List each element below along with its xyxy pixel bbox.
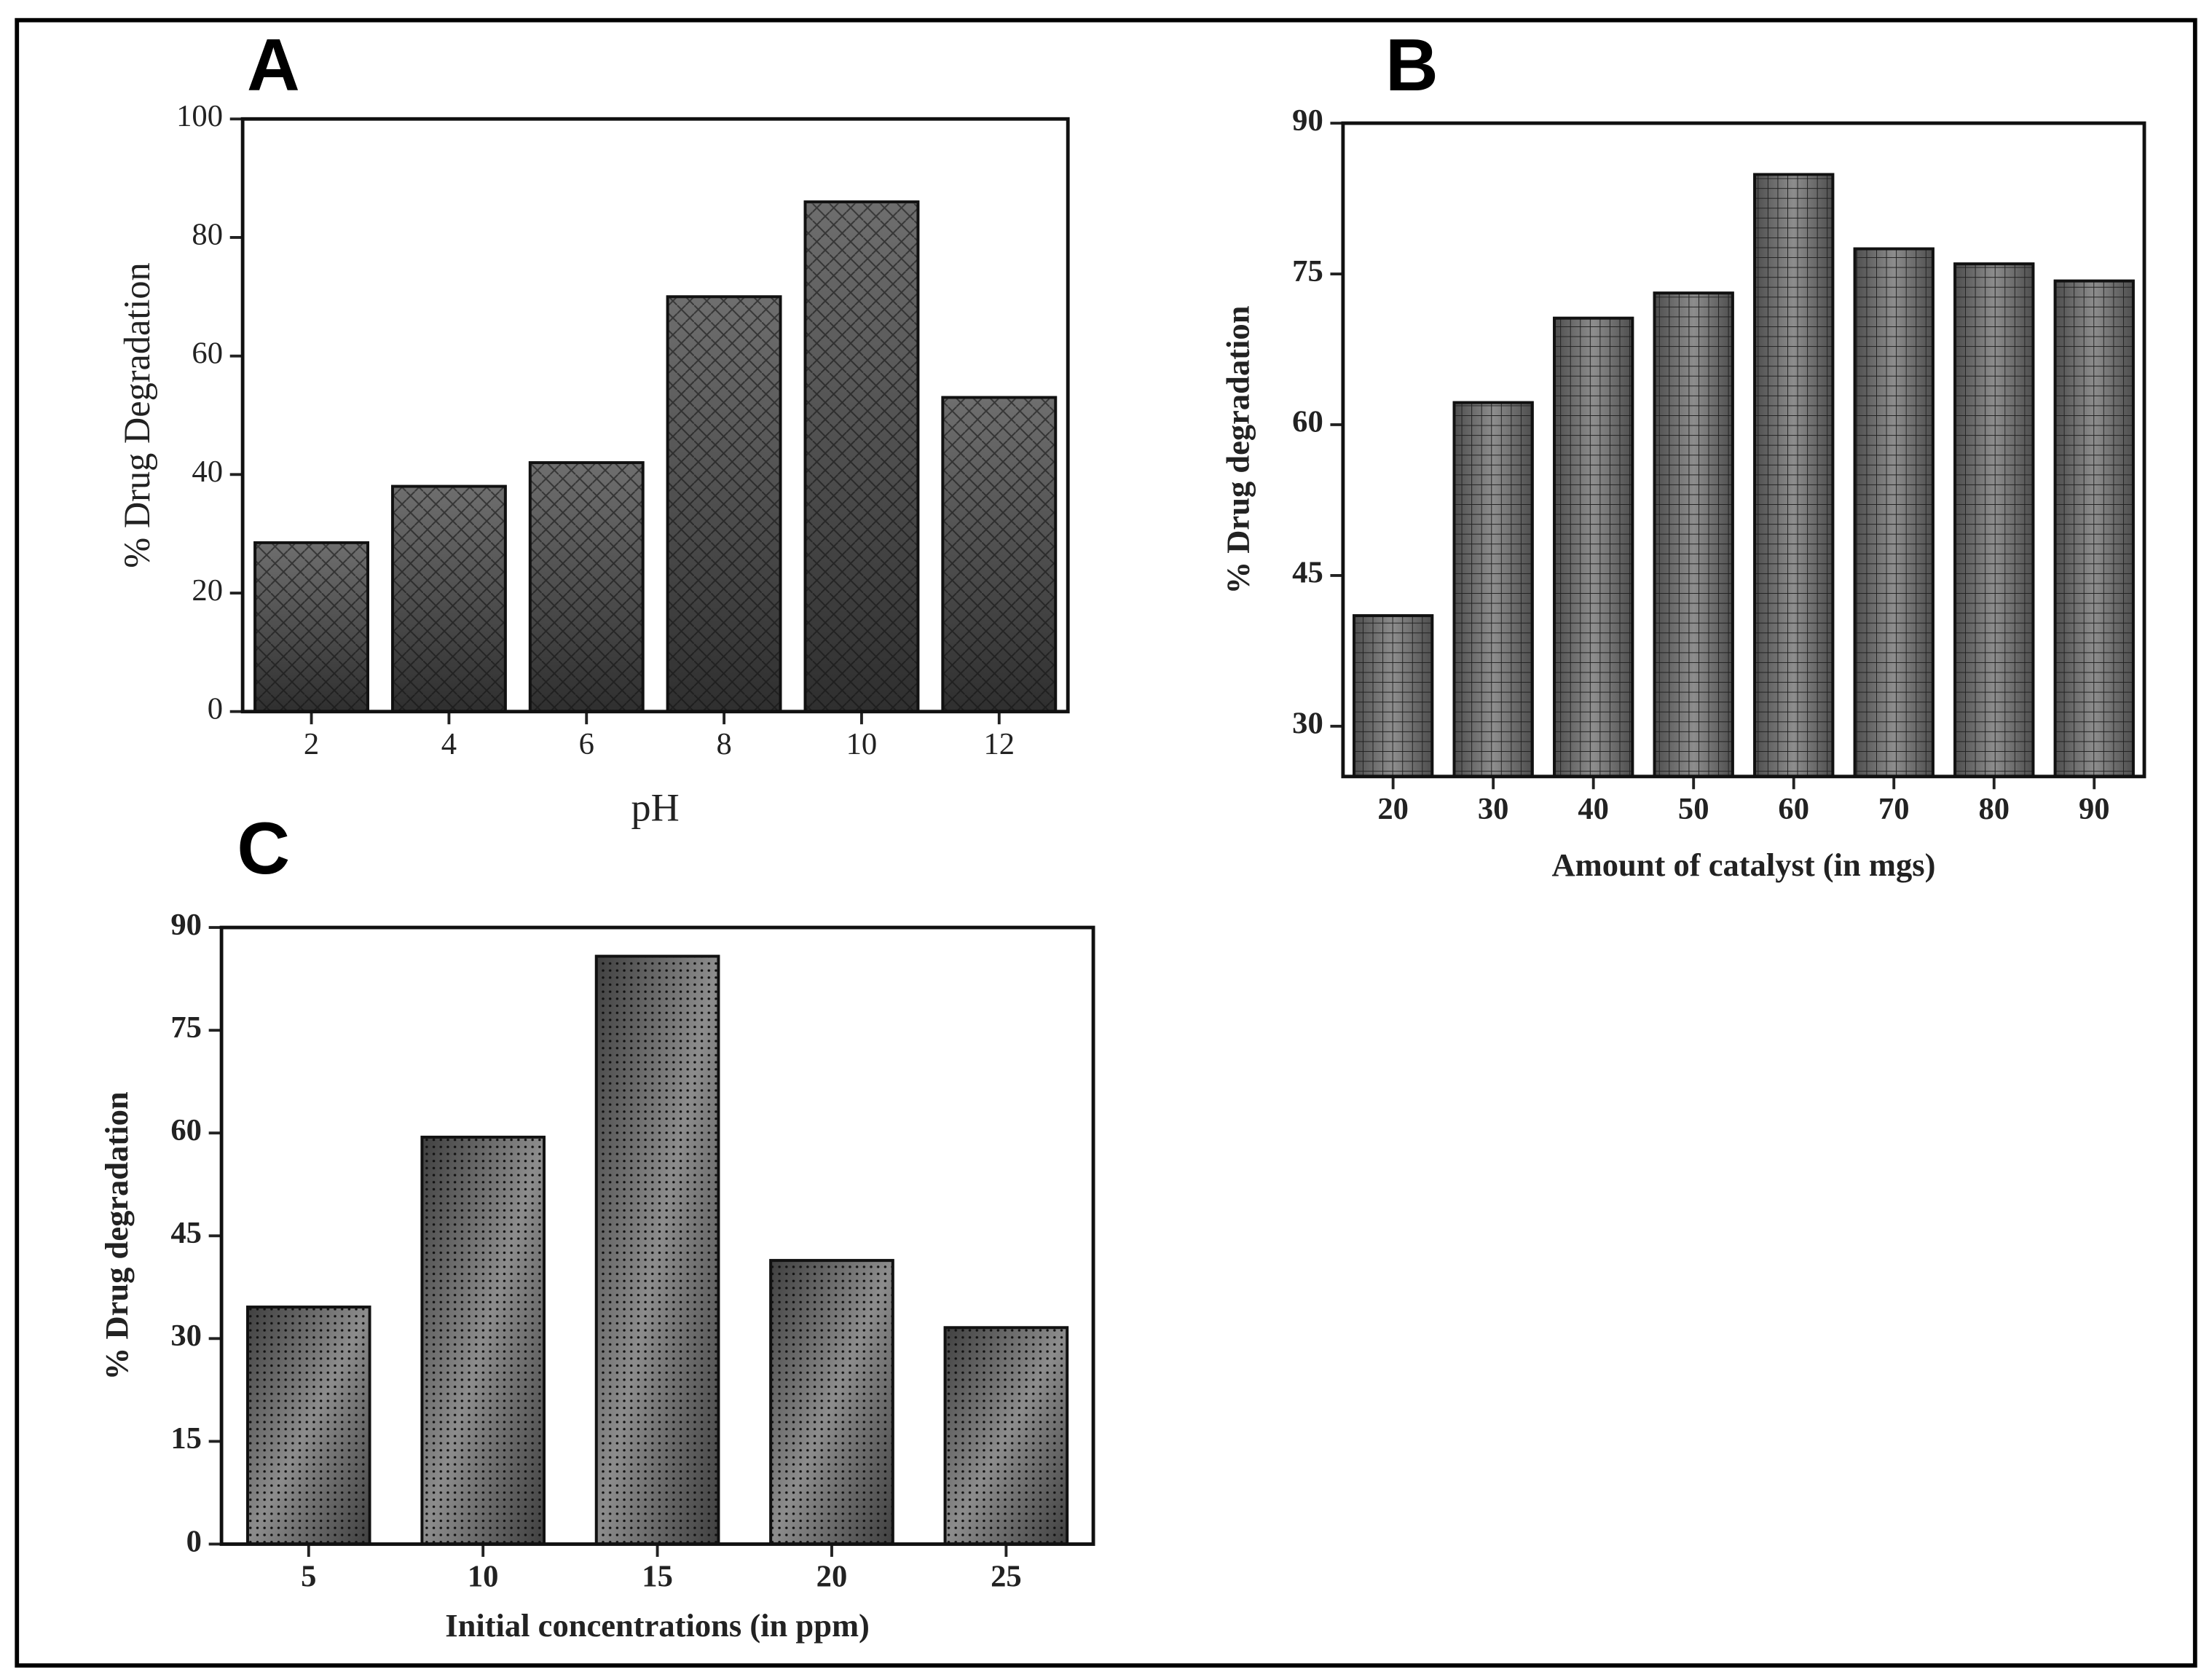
y-tick-label: 60 — [1292, 405, 1323, 439]
x-tick-label: 15 — [642, 1560, 673, 1594]
y-axis-label: % Drug degradation — [98, 1091, 135, 1380]
chart-panel: B 30 45 60 75 90 20 30 40 50 60 70 80 90 Amount of cat… — [1220, 25, 2146, 883]
bar-texture — [803, 200, 920, 713]
y-tick-label: 20 — [192, 573, 223, 608]
bar-texture — [1452, 401, 1534, 778]
chart-panel: C 0 15 30 45 60 75 90 5 10 15 20 25 Initial concentra… — [98, 808, 1095, 1644]
x-tick-label: 70 — [1878, 792, 1910, 826]
y-axis-label: % Drug degradation — [1220, 305, 1256, 594]
y-tick-label: 30 — [170, 1319, 202, 1353]
panel-label: C — [237, 808, 290, 890]
plot-frame — [219, 925, 1095, 1546]
bar-texture — [246, 1306, 371, 1546]
bar-texture — [1553, 316, 1634, 778]
x-axis-label: pH — [631, 786, 680, 830]
y-tick-label: 0 — [186, 1524, 202, 1558]
bar-texture — [666, 295, 782, 713]
y-axis-label: % Drug Degradation — [117, 262, 157, 568]
chart-panel: A 0 20 40 60 80 100 2 4 6 8 10 12 pH % Drug Degradatio… — [117, 25, 1070, 830]
y-tick-label: 60 — [192, 336, 223, 370]
bar-texture — [1953, 262, 2035, 778]
y-tick-label: 30 — [1292, 707, 1323, 741]
x-tick-label: 2 — [304, 727, 319, 761]
x-axis-label: Amount of catalyst (in mgs) — [1552, 847, 1936, 883]
y-tick-label: 60 — [170, 1113, 202, 1147]
x-axis-label: Initial concentrations (in ppm) — [445, 1607, 870, 1644]
y-tick-label: 75 — [170, 1010, 202, 1045]
x-tick-label: 30 — [1478, 792, 1509, 826]
y-tick-label: 80 — [192, 218, 223, 252]
y-tick-label: 0 — [208, 692, 223, 726]
panel-label: B — [1385, 25, 1438, 106]
x-tick-label: 5 — [301, 1560, 316, 1594]
x-tick-label: 25 — [991, 1560, 1022, 1594]
x-tick-label: 80 — [1978, 792, 2010, 826]
bar-texture — [528, 461, 645, 713]
y-tick-label: 90 — [170, 908, 202, 942]
y-tick-label: 75 — [1292, 254, 1323, 288]
x-tick-label: 90 — [2079, 792, 2110, 826]
x-tick-label: 12 — [983, 727, 1015, 761]
x-tick-label: 20 — [1377, 792, 1409, 826]
bar-texture — [594, 954, 720, 1546]
x-tick-label: 40 — [1578, 792, 1609, 826]
y-tick-label: 90 — [1292, 103, 1323, 138]
bar-texture — [1353, 614, 1434, 778]
bar-texture — [1753, 173, 1835, 778]
x-tick-label: 60 — [1778, 792, 1809, 826]
y-tick-label: 40 — [192, 455, 223, 489]
bar-texture — [769, 1259, 894, 1546]
y-tick-label: 45 — [170, 1216, 202, 1250]
x-tick-label: 10 — [846, 727, 878, 761]
x-tick-label: 50 — [1678, 792, 1709, 826]
panel-label: A — [247, 25, 300, 106]
x-tick-label: 8 — [716, 727, 731, 761]
plot-frame — [1341, 121, 2146, 779]
y-tick-label: 15 — [170, 1421, 202, 1456]
bar-texture — [1653, 291, 1734, 778]
x-tick-label: 6 — [579, 727, 594, 761]
y-tick-label: 45 — [1292, 556, 1323, 590]
plot-frame — [240, 117, 1070, 714]
bar-texture — [941, 396, 1058, 713]
bar-texture — [943, 1326, 1069, 1546]
y-tick-label: 100 — [176, 99, 223, 133]
bar-texture — [2053, 279, 2135, 778]
x-tick-label: 10 — [468, 1560, 499, 1594]
figure-border — [15, 17, 2197, 1668]
bar-texture — [1853, 247, 1934, 778]
bar-texture — [253, 541, 369, 713]
bar-texture — [420, 1135, 546, 1546]
bar-texture — [391, 484, 507, 713]
x-tick-label: 20 — [816, 1560, 848, 1594]
x-tick-label: 4 — [441, 727, 457, 761]
